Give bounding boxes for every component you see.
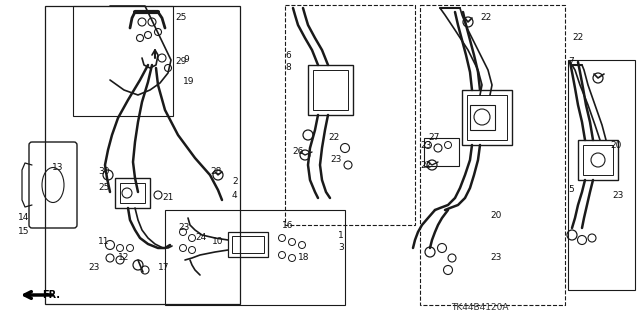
Text: 23: 23: [330, 155, 341, 165]
Text: 12: 12: [118, 254, 129, 263]
Text: 20: 20: [610, 140, 621, 150]
Text: 8: 8: [285, 63, 291, 72]
Text: 22: 22: [420, 160, 431, 169]
Text: 21: 21: [162, 194, 173, 203]
Text: 7: 7: [568, 57, 573, 66]
Text: 23: 23: [420, 140, 431, 150]
Text: 3: 3: [338, 243, 344, 253]
Bar: [420, 5, 565, 305]
Text: TK44B4120A: TK44B4120A: [451, 303, 509, 313]
Text: 30: 30: [98, 167, 109, 176]
Bar: [120, 183, 145, 203]
Text: 18: 18: [298, 254, 310, 263]
Bar: [568, 60, 635, 290]
Bar: [470, 105, 495, 130]
Text: 23: 23: [490, 254, 501, 263]
Bar: [285, 5, 415, 225]
Text: 13: 13: [52, 164, 63, 173]
Bar: [462, 90, 512, 145]
Text: 5: 5: [568, 186, 573, 195]
Bar: [232, 236, 264, 253]
Text: 26: 26: [292, 147, 303, 157]
Bar: [308, 65, 353, 115]
Text: 22: 22: [328, 133, 339, 143]
Text: 17: 17: [158, 263, 170, 272]
Bar: [45, 6, 240, 304]
Bar: [424, 138, 459, 166]
Text: 22: 22: [480, 13, 492, 23]
Text: 27: 27: [428, 133, 440, 143]
Text: 23: 23: [178, 224, 189, 233]
Bar: [313, 70, 348, 110]
Text: 20: 20: [490, 211, 501, 219]
Text: 25: 25: [175, 13, 186, 23]
Text: 4: 4: [232, 190, 237, 199]
Bar: [467, 95, 507, 140]
Bar: [583, 145, 613, 175]
Text: 11: 11: [98, 238, 109, 247]
Text: 19: 19: [183, 78, 195, 86]
Text: 9: 9: [183, 56, 189, 64]
Text: 25: 25: [98, 183, 109, 192]
Bar: [578, 140, 618, 180]
Text: 23: 23: [88, 263, 99, 272]
Text: 23: 23: [612, 190, 623, 199]
Text: 16: 16: [282, 220, 294, 229]
Text: 14: 14: [18, 213, 29, 222]
Bar: [228, 232, 268, 257]
Bar: [115, 178, 150, 208]
Text: 29: 29: [175, 57, 186, 66]
Text: 22: 22: [572, 33, 583, 42]
Text: 28: 28: [210, 167, 221, 176]
Text: 24: 24: [195, 234, 206, 242]
Text: 10: 10: [212, 238, 223, 247]
Text: 6: 6: [285, 50, 291, 60]
Text: FR.: FR.: [42, 290, 60, 300]
Bar: [165, 210, 345, 305]
Bar: [73, 6, 173, 116]
Text: 1: 1: [338, 231, 344, 240]
Text: 2: 2: [232, 177, 237, 187]
Text: 15: 15: [18, 227, 29, 236]
